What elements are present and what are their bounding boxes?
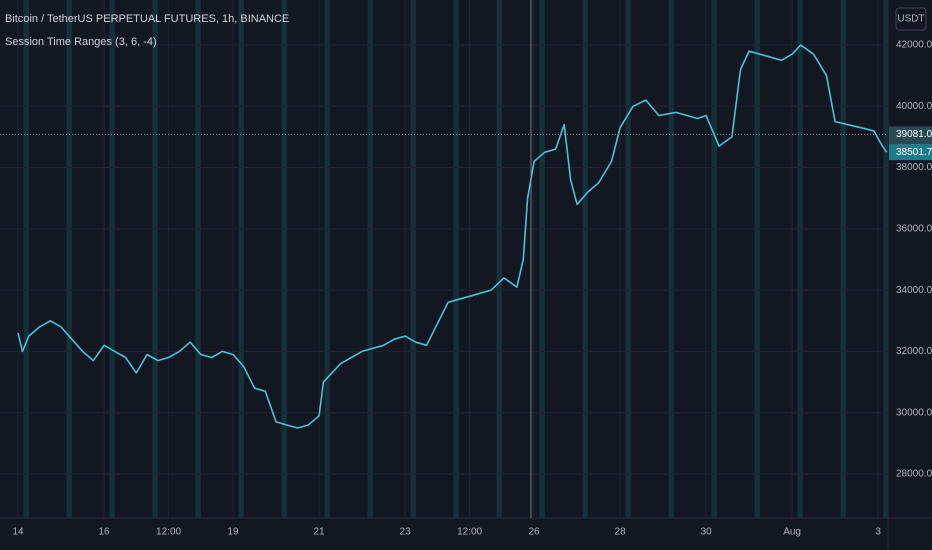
session-band (238, 0, 244, 518)
currency-button[interactable] (895, 7, 927, 31)
x-tick-label: 16 (99, 527, 111, 538)
y-tick-label: 34000.00 (896, 285, 932, 296)
y-tick-label: 36000.00 (896, 223, 932, 234)
x-tick-label: 14 (12, 527, 24, 538)
indicator-title: Session Time Ranges (3, 6, -4) (5, 36, 157, 48)
session-band (668, 0, 674, 518)
session-band (109, 0, 115, 518)
y-tick-label: 40000.00 (896, 101, 932, 112)
session-band (539, 0, 545, 518)
session-band (496, 0, 502, 518)
symbol-title: Bitcoin / TetherUS PERPETUAL FUTURES, 1h… (5, 13, 289, 25)
currency-label[interactable]: USDT (897, 14, 924, 25)
session-band (195, 0, 201, 518)
y-tick-label: 38000.00 (896, 162, 932, 173)
y-tick-label: 28000.00 (896, 469, 932, 480)
session-band (410, 0, 416, 518)
last-price-label: 38501.77 (896, 147, 932, 158)
session-band (23, 0, 29, 518)
session-band (152, 0, 158, 518)
session-band (281, 0, 287, 518)
y-tick-label: 30000.00 (896, 407, 932, 418)
x-tick-label: 23 (400, 527, 412, 538)
session-band (367, 0, 373, 518)
session-band (840, 0, 846, 518)
x-tick-label: 21 (314, 527, 326, 538)
price-line (17, 44, 888, 429)
x-tick-label: 26 (529, 527, 541, 538)
session-band (797, 0, 803, 518)
session-band (324, 0, 330, 518)
x-tick-label: 28 (615, 527, 627, 538)
x-tick-label: Aug (783, 527, 801, 538)
y-tick-label: 42000.00 (896, 40, 932, 51)
x-tick-label: 12:00 (457, 527, 482, 538)
session-band (754, 0, 760, 518)
session-band (582, 0, 588, 518)
session-band (66, 0, 72, 518)
y-tick-label: 32000.00 (896, 346, 932, 357)
x-tick-label: 19 (228, 527, 240, 538)
crosshair-price-label: 39081.00 (896, 129, 932, 140)
x-tick-label: 3 (875, 527, 881, 538)
session-band (711, 0, 717, 518)
x-tick-label: 12:00 (156, 527, 181, 538)
session-band (453, 0, 459, 518)
last-price-box (889, 144, 932, 161)
x-tick-label: 30 (701, 527, 713, 538)
session-band (625, 0, 631, 518)
session-band (883, 0, 888, 518)
